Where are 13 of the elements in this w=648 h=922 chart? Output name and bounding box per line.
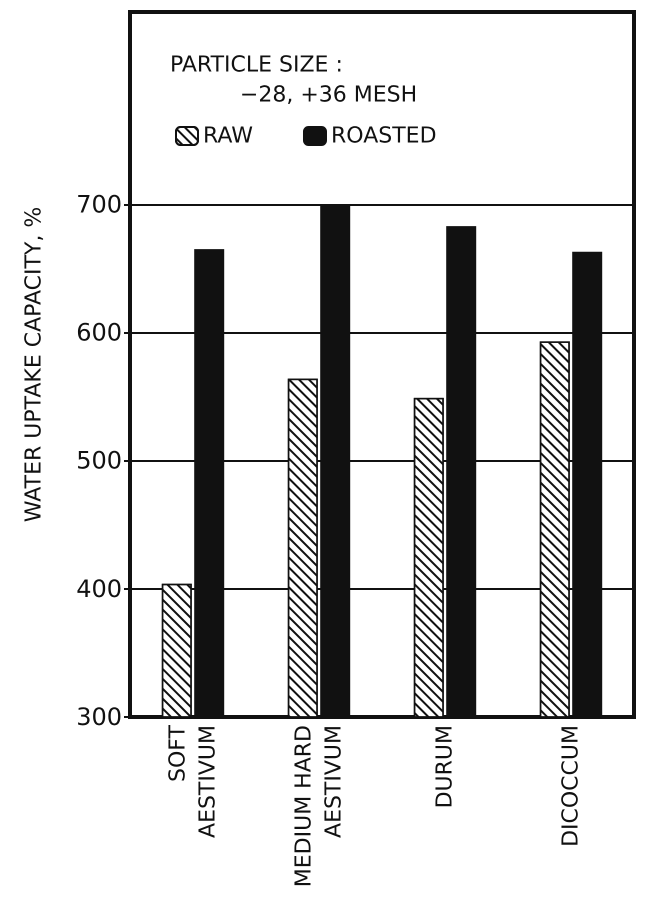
- y-tick-label: 500: [76, 446, 122, 475]
- legend-label: RAW: [203, 124, 254, 148]
- y-tick-label: 300: [76, 703, 122, 731]
- y-tick-label: 400: [76, 574, 122, 603]
- x-tick-label: SOFT AESTIVUM: [166, 724, 220, 838]
- y-tick-label: 700: [76, 190, 122, 218]
- x-tick-label: DICOCCUM: [558, 725, 584, 847]
- y-tick-label: 600: [76, 318, 122, 346]
- legend-label: ROASTED: [330, 124, 437, 148]
- x-tick-label: MEDIUM HARD AESTIVUM: [292, 725, 346, 888]
- annotation: PARTICLE SIZE : −28, +36 MESH: [170, 52, 418, 108]
- y-axis-title: WATER UPTAKE CAPACITY, %: [22, 206, 46, 522]
- x-tick-label: DURUM: [432, 725, 458, 808]
